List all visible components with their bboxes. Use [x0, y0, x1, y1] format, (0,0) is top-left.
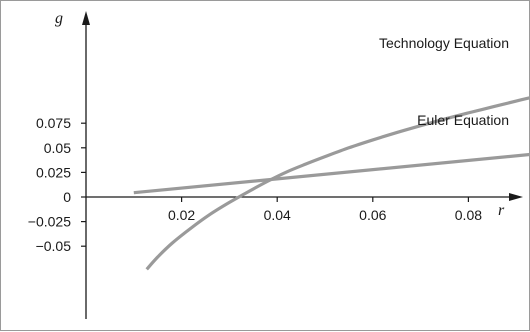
x-tick-label: 0.04: [264, 207, 291, 223]
x-tick-label: 0.06: [359, 207, 386, 223]
y-tick-label: −0.05: [36, 238, 72, 254]
tick-marks: [81, 122, 469, 247]
y-tick-label: −0.025: [28, 214, 71, 230]
y-tick-label: 0.075: [36, 115, 71, 131]
y-tick-label: 0.025: [36, 164, 71, 180]
x-axis-arrow: [509, 193, 523, 201]
y-axis-label: g: [55, 10, 63, 27]
x-axis-label: r: [498, 202, 505, 219]
technology-equation-curve: [145, 96, 530, 271]
x-tick-label: 0.02: [168, 207, 195, 223]
axes: [82, 11, 523, 319]
euler-equation-curve: [133, 152, 530, 195]
curves: [133, 96, 530, 271]
y-axis-arrow: [82, 11, 90, 25]
x-tick-label: 0.08: [455, 207, 482, 223]
technology-equation-label: Technology Equation: [379, 35, 509, 51]
y-tick-label: 0: [63, 189, 71, 205]
y-tick-label: 0.05: [44, 140, 71, 156]
euler-equation-label: Euler Equation: [417, 112, 509, 128]
